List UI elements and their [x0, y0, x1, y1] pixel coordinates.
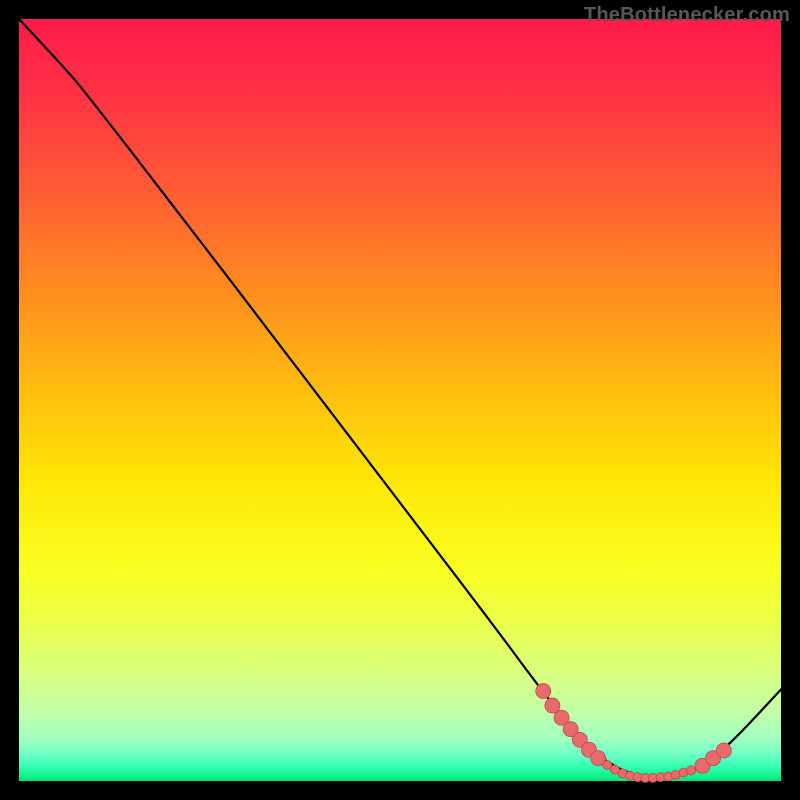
bottleneck-curve-chart: [0, 0, 800, 800]
chart-container: TheBottlenecker.com: [0, 0, 800, 800]
marker-dot: [687, 766, 696, 775]
marker-dot: [536, 684, 551, 699]
watermark-text: TheBottlenecker.com: [584, 4, 790, 27]
marker-dot: [545, 698, 560, 713]
marker-dot: [716, 743, 731, 758]
gradient-background: [19, 19, 781, 781]
